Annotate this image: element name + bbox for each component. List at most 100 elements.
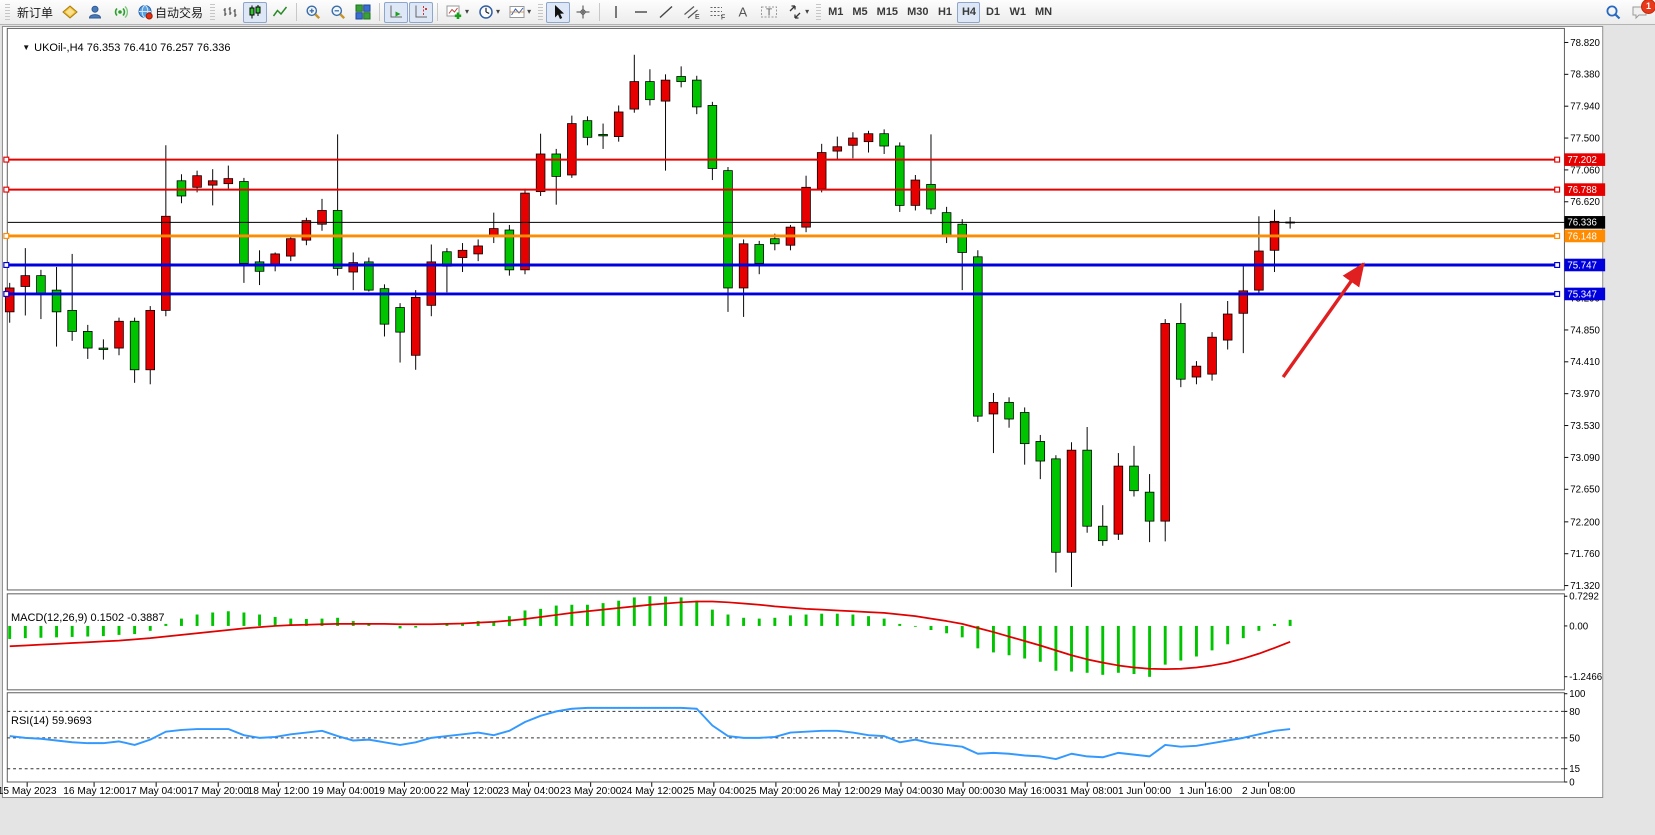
svg-text:22 May 12:00: 22 May 12:00 xyxy=(437,786,499,797)
chart-window: 78.820 78.380 77.940 77.500 77.060 76.620 76.1… xyxy=(0,25,1655,830)
new-order-label: 新订单 xyxy=(17,5,54,20)
bar-chart-button[interactable] xyxy=(218,2,242,23)
svg-text:76.148: 76.148 xyxy=(1567,231,1597,242)
toolbar-separator xyxy=(437,3,439,21)
person-icon xyxy=(89,5,102,19)
text-a-icon: A xyxy=(739,5,748,20)
svg-text:75.747: 75.747 xyxy=(1567,260,1597,271)
cursor-icon xyxy=(555,5,565,19)
price-tag-75.747: 75.747 xyxy=(1564,258,1606,271)
bar-chart-icon xyxy=(223,7,237,17)
svg-text:73.090: 73.090 xyxy=(1570,453,1600,464)
tile-windows-icon xyxy=(355,4,371,20)
candlestick-chart-button[interactable] xyxy=(243,1,268,23)
indicators-button[interactable]: ▾ xyxy=(442,2,473,23)
horizontal-line-button[interactable] xyxy=(629,2,653,23)
market-watch-button[interactable] xyxy=(58,2,82,23)
price-tag-76.788: 76.788 xyxy=(1564,183,1606,196)
svg-text:73.970: 73.970 xyxy=(1570,389,1600,400)
svg-text:F: F xyxy=(721,15,725,21)
timeframe-M15[interactable]: M15 xyxy=(873,2,902,23)
crosshair-button[interactable] xyxy=(571,2,595,23)
svg-text:77.060: 77.060 xyxy=(1570,165,1600,176)
chart-canvas[interactable]: 78.820 78.380 77.940 77.500 77.060 76.620 76.1… xyxy=(0,25,1655,830)
timeframe-M5[interactable]: M5 xyxy=(848,2,871,23)
svg-text:76.336: 76.336 xyxy=(1567,218,1597,229)
price-tag-75.347: 75.347 xyxy=(1564,287,1606,300)
new-order-button[interactable]: 新订单 xyxy=(13,2,57,23)
templates-button[interactable]: ▾ xyxy=(505,2,535,23)
svg-text:76.620: 76.620 xyxy=(1570,197,1600,208)
chevron-down-icon: ▾ xyxy=(527,7,532,16)
svg-text:1 Jun 00:00: 1 Jun 00:00 xyxy=(1118,786,1172,797)
zoom-out-icon xyxy=(331,5,346,20)
svg-text:72.650: 72.650 xyxy=(1570,485,1600,496)
svg-text:77.500: 77.500 xyxy=(1570,133,1600,144)
auto-scroll-button[interactable] xyxy=(384,1,409,23)
timeframe-D1[interactable]: D1 xyxy=(981,2,1004,23)
fibonacci-button[interactable]: F xyxy=(705,2,730,23)
svg-text:23 May 20:00: 23 May 20:00 xyxy=(560,786,622,797)
text-label-icon: T xyxy=(761,6,778,19)
svg-text:17 May 20:00: 17 May 20:00 xyxy=(187,786,249,797)
crosshair-icon xyxy=(576,5,590,19)
toolbar-separator xyxy=(379,3,381,21)
trendline-icon xyxy=(659,5,673,19)
timeframe-H4[interactable]: H4 xyxy=(957,1,981,23)
vertical-line-button[interactable] xyxy=(604,2,628,23)
svg-text:74.410: 74.410 xyxy=(1570,357,1600,368)
svg-text:A: A xyxy=(739,5,748,20)
svg-text:19 May 20:00: 19 May 20:00 xyxy=(374,786,436,797)
svg-text:-1.2466: -1.2466 xyxy=(1569,672,1602,683)
signals-button[interactable] xyxy=(108,2,132,23)
svg-text:73.530: 73.530 xyxy=(1570,421,1600,432)
svg-text:78.380: 78.380 xyxy=(1570,70,1600,81)
autotrade-button[interactable]: 自动交易 xyxy=(133,2,207,23)
svg-text:19 May 04:00: 19 May 04:00 xyxy=(313,786,375,797)
line-chart-button[interactable] xyxy=(268,2,292,23)
indicators-icon xyxy=(446,5,462,19)
notification-badge[interactable]: 1 xyxy=(1641,0,1655,14)
svg-text:24 May 12:00: 24 May 12:00 xyxy=(621,786,683,797)
vertical-line-icon xyxy=(615,6,617,18)
svg-text:23 May 04:00: 23 May 04:00 xyxy=(498,786,560,797)
cursor-button[interactable] xyxy=(546,1,571,23)
search-icon xyxy=(1606,5,1621,19)
zoom-out-button[interactable] xyxy=(326,2,350,23)
svg-text:77.940: 77.940 xyxy=(1570,102,1600,113)
fibonacci-icon: F xyxy=(710,7,725,21)
text-label-button[interactable]: T xyxy=(756,2,782,23)
svg-text:76.788: 76.788 xyxy=(1567,185,1597,196)
zoom-in-button[interactable] xyxy=(301,2,325,23)
svg-text:2 Jun 08:00: 2 Jun 08:00 xyxy=(1242,786,1296,797)
clock-icon xyxy=(479,5,493,19)
community-button[interactable] xyxy=(83,2,107,23)
text-button[interactable]: A xyxy=(731,2,755,23)
svg-text:30 May 16:00: 30 May 16:00 xyxy=(994,786,1056,797)
arrows-button[interactable]: ▾ xyxy=(783,2,813,23)
svg-text:71.760: 71.760 xyxy=(1570,549,1600,560)
horizontal-line-icon xyxy=(635,11,648,13)
chart-shift-button[interactable] xyxy=(409,1,434,23)
search-button[interactable] xyxy=(1601,2,1626,23)
svg-text:25 May 20:00: 25 May 20:00 xyxy=(745,786,807,797)
svg-text:78.820: 78.820 xyxy=(1570,38,1600,49)
timeframe-MN[interactable]: MN xyxy=(1031,2,1056,23)
svg-text:0.00: 0.00 xyxy=(1569,621,1588,632)
svg-text:31 May 08:00: 31 May 08:00 xyxy=(1056,786,1118,797)
timeframe-M1[interactable]: M1 xyxy=(824,2,847,23)
trendline-button[interactable] xyxy=(654,2,678,23)
broadcast-icon xyxy=(114,5,129,19)
timeframe-M30[interactable]: M30 xyxy=(903,2,932,23)
tile-windows-button[interactable] xyxy=(351,2,375,23)
svg-text:0.7292: 0.7292 xyxy=(1569,592,1599,603)
svg-text:80: 80 xyxy=(1569,707,1580,718)
timeframe-W1[interactable]: W1 xyxy=(1005,2,1030,23)
timeframe-H1[interactable]: H1 xyxy=(933,2,956,23)
svg-text:1 Jun 16:00: 1 Jun 16:00 xyxy=(1179,786,1233,797)
horizontal-lines[interactable] xyxy=(3,156,1565,297)
svg-text:17 May 04:00: 17 May 04:00 xyxy=(125,786,187,797)
periods-button[interactable]: ▾ xyxy=(474,2,504,23)
trend-arrow[interactable] xyxy=(1281,262,1366,379)
channel-button[interactable]: E xyxy=(679,2,704,23)
